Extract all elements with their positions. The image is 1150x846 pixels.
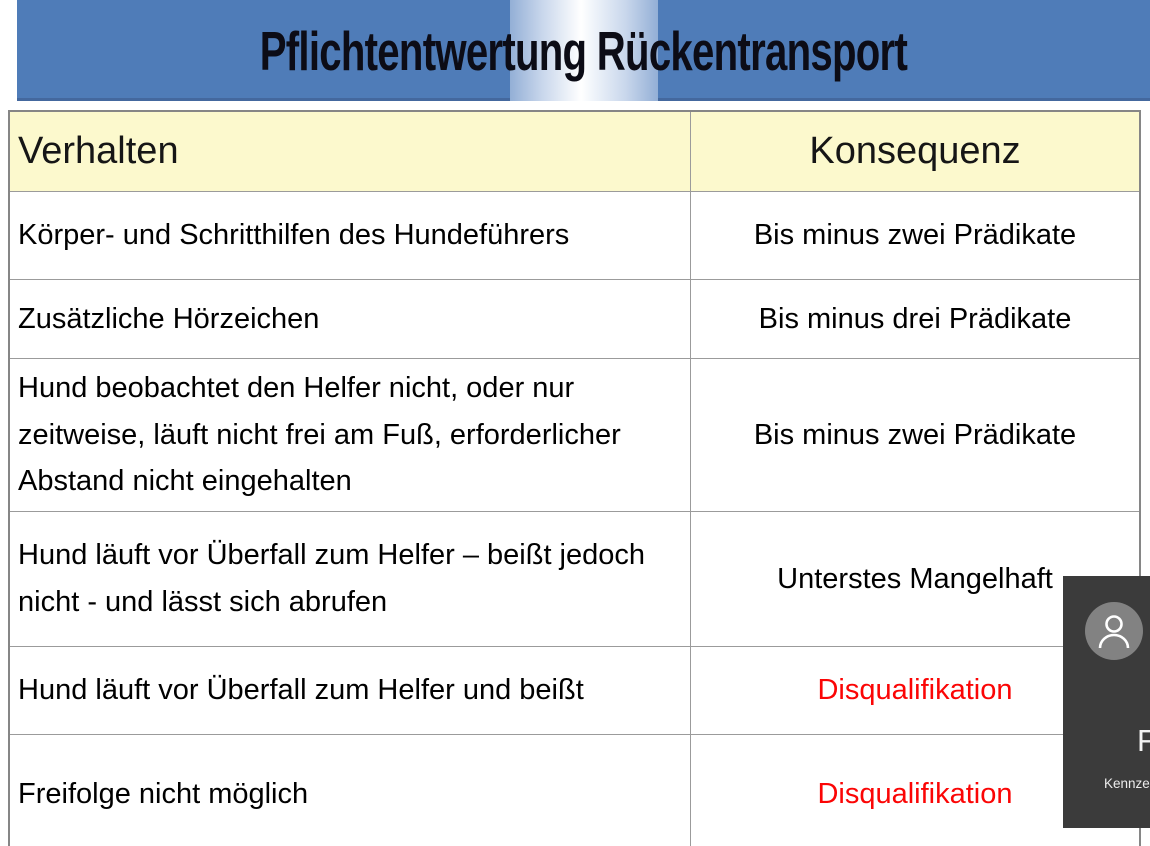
konsequenz-text: Disqualifikation bbox=[817, 674, 1013, 707]
table-row: Hund beobachtet den Helfer nicht, oder n… bbox=[10, 359, 1139, 512]
slide-title-bar: Pflichtentwertung Rückentransport bbox=[17, 0, 1150, 101]
cell-verhalten: Hund läuft vor Überfall zum Helfer und b… bbox=[10, 647, 691, 735]
devaluation-table: Verhalten Konsequenz Körper- und Schritt… bbox=[8, 110, 1141, 846]
table-row: Zusätzliche Hörzeichen Bis minus drei Pr… bbox=[10, 280, 1139, 359]
avatar bbox=[1085, 602, 1143, 660]
cell-konsequenz-disqualification: Disqualifikation bbox=[691, 735, 1139, 846]
cell-verhalten: Zusätzliche Hörzeichen bbox=[10, 280, 691, 359]
participant-label: Kennze bbox=[1104, 776, 1150, 791]
konsequenz-text: Bis minus zwei Prädikate bbox=[753, 219, 1077, 252]
page-title: Pflichtentwertung Rückentransport bbox=[259, 19, 908, 82]
table-header-row: Verhalten Konsequenz bbox=[10, 112, 1139, 192]
verhalten-text: Körper- und Schritthilfen des Hundeführe… bbox=[18, 219, 570, 252]
konsequenz-text: Bis minus zwei Prädikate bbox=[753, 418, 1077, 451]
person-icon bbox=[1098, 615, 1130, 649]
verhalten-text: Hund läuft vor Überfall zum Helfer und b… bbox=[18, 674, 584, 707]
cell-verhalten: Hund läuft vor Überfall zum Helfer – bei… bbox=[10, 512, 691, 647]
header-cell-verhalten: Verhalten bbox=[10, 112, 691, 192]
table-row: Körper- und Schritthilfen des Hundeführe… bbox=[10, 192, 1139, 280]
verhalten-text: Freifolge nicht möglich bbox=[18, 778, 309, 811]
cell-konsequenz: Bis minus drei Prädikate bbox=[691, 280, 1139, 359]
konsequenz-text: Bis minus drei Prädikate bbox=[758, 302, 1072, 335]
verhalten-text: Hund beobachtet den Helfer nicht, oder n… bbox=[18, 371, 621, 498]
column-header-label: Verhalten bbox=[18, 130, 179, 172]
participant-tile[interactable]: F Kennze bbox=[1063, 576, 1150, 828]
cell-konsequenz-disqualification: Disqualifikation bbox=[691, 647, 1139, 735]
table-row: Hund läuft vor Überfall zum Helfer und b… bbox=[10, 647, 1139, 735]
cell-konsequenz: Unterstes Mangelhaft bbox=[691, 512, 1139, 647]
cell-konsequenz: Bis minus zwei Prädikate bbox=[691, 192, 1139, 280]
verhalten-text: Zusätzliche Hörzeichen bbox=[18, 302, 320, 335]
cell-verhalten: Freifolge nicht möglich bbox=[10, 735, 691, 846]
table-row: Hund läuft vor Überfall zum Helfer – bei… bbox=[10, 512, 1139, 647]
verhalten-text: Hund läuft vor Überfall zum Helfer – bei… bbox=[18, 539, 646, 618]
cell-verhalten: Körper- und Schritthilfen des Hundeführe… bbox=[10, 192, 691, 280]
cell-verhalten: Hund beobachtet den Helfer nicht, oder n… bbox=[10, 359, 691, 512]
page-title-wrap: Pflichtentwertung Rückentransport bbox=[17, 0, 1150, 101]
participant-initial: F bbox=[1137, 723, 1150, 758]
cell-konsequenz: Bis minus zwei Prädikate bbox=[691, 359, 1139, 512]
konsequenz-text: Disqualifikation bbox=[817, 778, 1013, 811]
title-gradient-band bbox=[510, 0, 658, 101]
column-header-label: Konsequenz bbox=[809, 130, 1021, 172]
header-cell-konsequenz: Konsequenz bbox=[691, 112, 1139, 192]
table-row: Freifolge nicht möglich Disqualifikation bbox=[10, 735, 1139, 846]
konsequenz-text: Unterstes Mangelhaft bbox=[777, 562, 1053, 595]
